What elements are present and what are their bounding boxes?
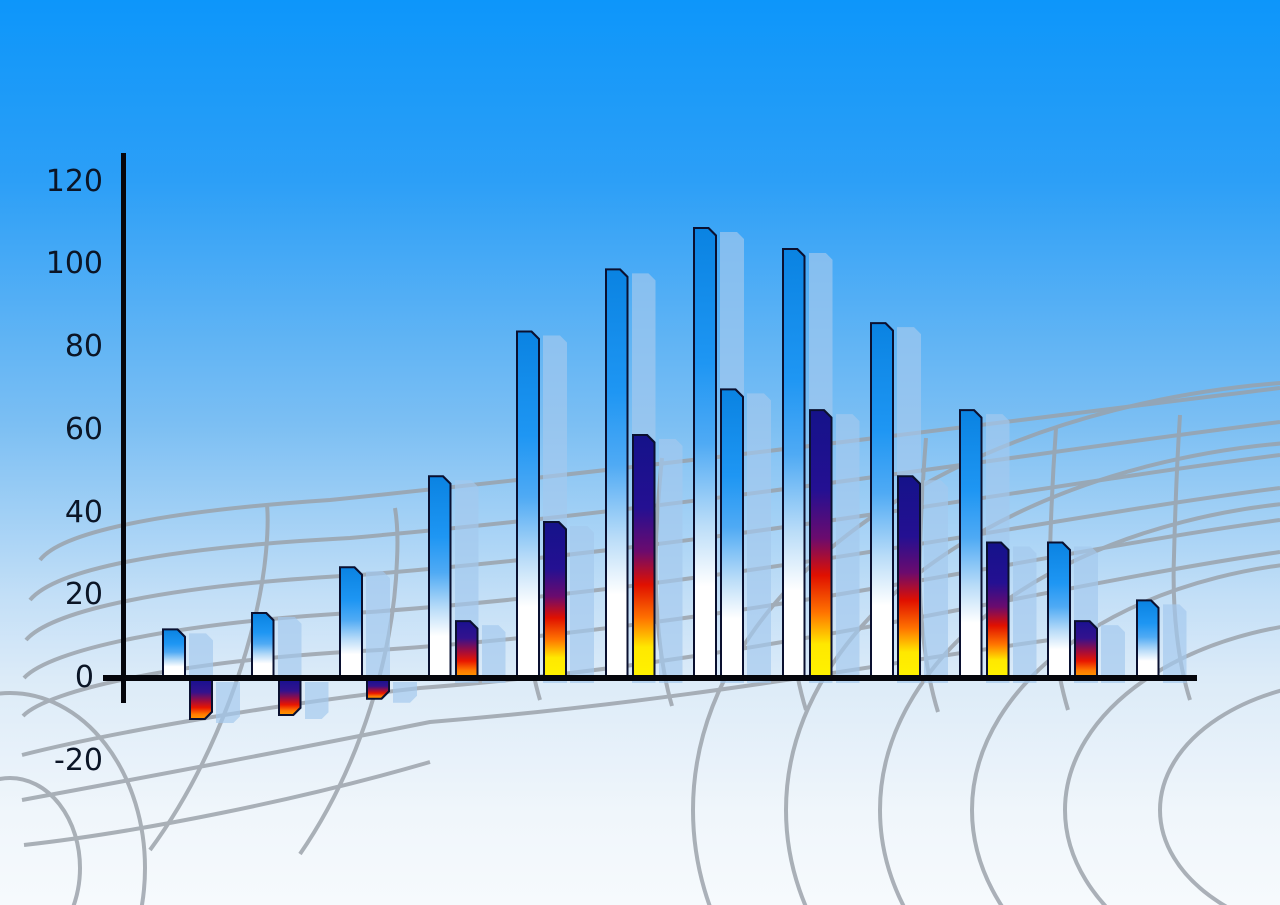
bar-april-primary [428,475,452,678]
y-tick-label-80: 80 [64,329,103,364]
bar-december-primary [1136,599,1160,678]
bar-february-secondary-shadow [305,682,329,719]
bar-march-primary [339,566,363,678]
y-tick-label--20: -20 [54,742,103,778]
y-tick-label-20: 20 [64,577,103,613]
y-tick-label-0: 0 [74,660,94,695]
bar-august-primary [782,248,806,678]
bar-february-secondary [278,679,302,716]
bar-november-primary [1047,541,1071,678]
bar-june-secondary [632,434,656,678]
bar-september-secondary-shadow [924,480,948,683]
bar-october-secondary-shadow [1013,546,1037,683]
bar-january-primary-shadow [189,633,213,683]
bar-march-secondary [366,679,390,700]
bar-august-secondary [809,409,833,678]
y-tick-label-40: 40 [64,494,103,530]
bar-may-secondary [543,521,567,678]
bar-may-primary [516,330,540,678]
bar-december-primary-shadow [1163,604,1187,683]
bar-march-primary-shadow [366,571,390,683]
bar-june-secondary-shadow [659,439,683,683]
y-tick-label-100: 100 [45,246,103,282]
x-axis-line [103,675,1197,681]
bar-june-primary [605,268,629,678]
bar-october-secondary [986,541,1010,678]
bar-september-primary [870,322,894,678]
y-tick-label-60: 60 [64,411,103,447]
bar-august-secondary-shadow [836,414,860,683]
bar-october-primary [959,409,983,678]
bar-may-secondary-shadow [570,526,594,683]
bar-november-secondary-shadow [1101,625,1125,683]
bar-july-secondary-shadow [747,393,771,683]
bar-july-secondary [720,388,744,678]
bar-february-primary-shadow [278,617,302,683]
bar-november-secondary [1074,620,1098,678]
bar-march-secondary-shadow [393,682,417,703]
y-axis-line [121,153,126,703]
bar-september-secondary [897,475,921,678]
bar-january-secondary-shadow [216,682,240,723]
bar-april-secondary [455,620,479,678]
bar-january-primary [162,628,186,678]
bar-july-primary [693,227,717,678]
y-tick-label-120: 120 [45,163,103,199]
bar-april-secondary-shadow [482,625,506,683]
bar-january-secondary [189,679,213,720]
bar-february-primary [251,612,275,678]
